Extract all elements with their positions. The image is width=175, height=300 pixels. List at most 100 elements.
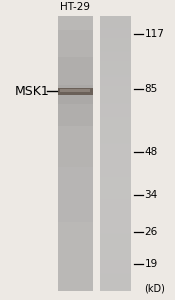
Bar (100, 287, 131, 289)
Bar (58, 239, 93, 240)
Bar (100, 167, 131, 169)
Bar (100, 236, 131, 237)
Bar (100, 253, 131, 254)
Text: 117: 117 (144, 29, 164, 39)
Bar (100, 171, 131, 172)
Bar (100, 67, 131, 68)
Bar (100, 185, 131, 186)
Bar (58, 61, 93, 62)
Bar (100, 270, 131, 271)
Bar (100, 51, 131, 52)
Bar (58, 147, 93, 148)
Bar (100, 59, 131, 60)
Bar (100, 46, 131, 47)
Bar (100, 21, 131, 22)
Bar (58, 207, 93, 208)
Bar (58, 226, 93, 227)
Text: (kD): (kD) (144, 283, 165, 293)
Bar (58, 278, 93, 280)
Bar (100, 163, 131, 164)
Bar (100, 238, 131, 239)
Bar (100, 159, 131, 160)
Bar (58, 259, 93, 260)
Bar (58, 24, 93, 26)
Bar (58, 277, 93, 278)
Bar (100, 206, 131, 207)
Bar (58, 166, 93, 167)
Bar (58, 261, 93, 262)
Bar (100, 183, 131, 184)
Bar (58, 244, 93, 246)
Bar (58, 126, 93, 127)
Bar (58, 76, 93, 77)
Bar (100, 130, 131, 131)
Bar (100, 75, 131, 76)
Bar (100, 271, 131, 272)
Bar (100, 95, 131, 96)
Bar (100, 191, 131, 192)
Bar (58, 140, 93, 141)
Bar (100, 213, 131, 214)
Bar (100, 55, 131, 56)
Bar (58, 272, 93, 273)
Bar (58, 36, 93, 38)
Bar (100, 134, 131, 136)
Bar (58, 122, 93, 123)
Bar (58, 221, 93, 223)
Bar (58, 162, 93, 163)
Bar (100, 38, 131, 39)
Bar (58, 69, 93, 70)
Bar (100, 133, 131, 134)
Bar (58, 139, 93, 140)
Bar (100, 165, 131, 166)
Bar (58, 196, 93, 197)
Bar (58, 200, 93, 201)
Bar (58, 265, 93, 266)
Bar (58, 204, 93, 205)
Bar (100, 50, 131, 51)
Bar (58, 108, 93, 109)
Bar (100, 114, 131, 116)
Bar (58, 89, 93, 91)
Bar (100, 227, 131, 228)
Bar (58, 200, 93, 202)
Bar (100, 77, 131, 79)
Bar (58, 264, 93, 265)
Bar (100, 286, 131, 288)
Bar (100, 66, 131, 67)
Bar (58, 45, 93, 46)
Bar (58, 230, 93, 231)
Bar (58, 132, 93, 133)
Bar (58, 73, 93, 74)
Bar (58, 154, 93, 156)
Bar (58, 192, 93, 193)
Bar (100, 30, 131, 31)
Bar (100, 247, 131, 248)
Bar (58, 22, 93, 24)
Bar (58, 66, 93, 67)
Bar (100, 106, 131, 107)
Bar (58, 16, 93, 17)
Bar (58, 219, 93, 220)
Bar (58, 188, 93, 189)
Bar (100, 164, 131, 165)
Bar (100, 256, 131, 257)
Bar (100, 224, 131, 225)
Bar (100, 68, 131, 70)
Bar (100, 54, 131, 55)
Bar (100, 251, 131, 252)
Bar (58, 224, 93, 225)
Bar (58, 136, 93, 137)
Bar (58, 76, 93, 78)
Bar (58, 34, 93, 36)
Bar (58, 33, 93, 34)
Bar (100, 161, 131, 162)
Bar (58, 105, 93, 106)
Bar (100, 178, 131, 180)
Bar (100, 120, 131, 121)
Bar (100, 44, 131, 46)
Bar (100, 180, 131, 181)
Bar (58, 97, 93, 98)
Bar (58, 67, 93, 68)
Bar (100, 72, 131, 73)
